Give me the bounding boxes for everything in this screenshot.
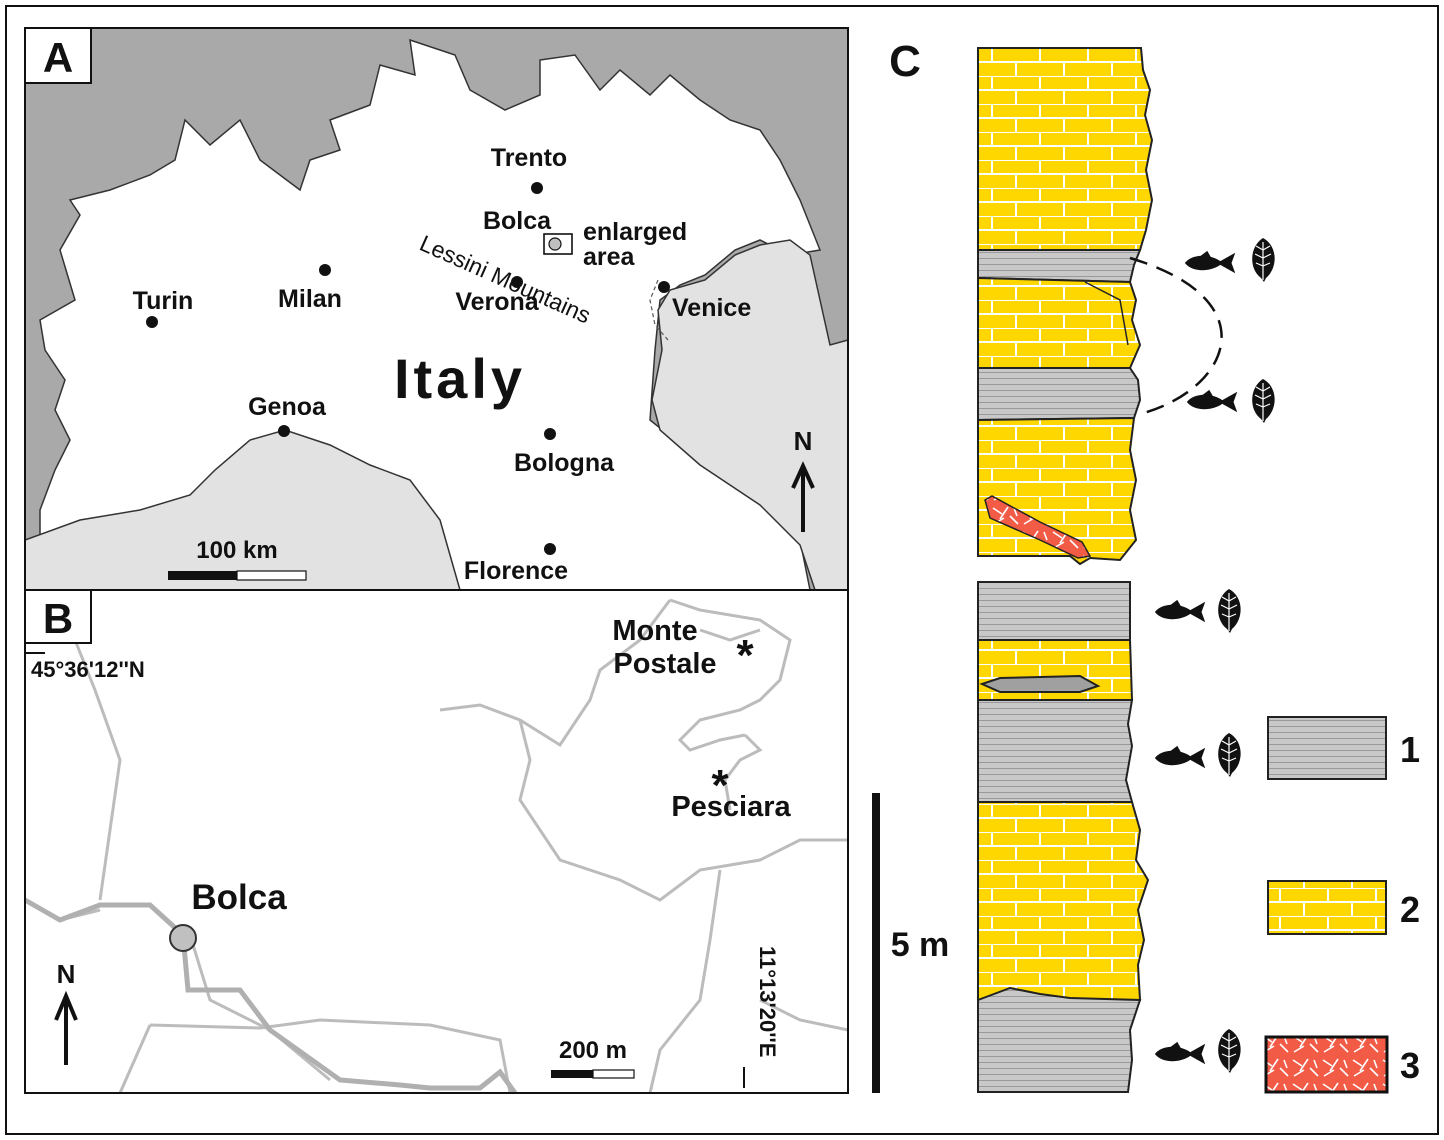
panel-a-letter-box [24, 27, 92, 84]
panel-c-letter: C [889, 37, 921, 86]
pesciara-label: Pesciara [671, 791, 791, 823]
bolca-village-marker [169, 924, 197, 952]
enlarged-label-2: area [583, 243, 636, 271]
laminated-bed-2 [977, 367, 1142, 422]
adriatic-sea [651, 239, 849, 591]
verona-label: Verona [455, 288, 539, 316]
scale-bar-b-white [592, 1069, 635, 1079]
limestone-bed-1 [977, 47, 1154, 251]
longitude-label: 11°13'20''E [755, 946, 780, 1057]
laminated-lens [979, 674, 1101, 693]
panel-a-letter: A [43, 34, 73, 81]
genoa-dot [278, 425, 290, 437]
scale-bar-a-white [236, 570, 307, 581]
monte-postale-star: * [736, 631, 754, 680]
breccia-lens [984, 495, 1092, 559]
legend-number-3: 3 [1400, 1045, 1420, 1086]
legend-swatch-laminated [1267, 716, 1387, 780]
turin-label: Turin [133, 287, 194, 315]
trento-dot [531, 182, 543, 194]
laminated-bed-4 [977, 699, 1134, 803]
enlarged-label-1: enlarged [583, 218, 687, 246]
laminated-bed-5 [977, 986, 1142, 1093]
scale-label-b: 200 m [559, 1037, 627, 1064]
panel-b-letter: B [43, 595, 73, 642]
panel-a-map: A Trento Bolca enlarged area Lessini Mou… [24, 27, 849, 591]
vertical-scale-bar [872, 793, 880, 1093]
legend-number-1: 1 [1400, 729, 1420, 770]
scale-label-a: 100 km [196, 537, 277, 564]
correlation-arc [1129, 256, 1223, 416]
legend-number-2: 2 [1400, 889, 1420, 930]
north-label-a: N [794, 426, 813, 456]
limestone-bed-5 [977, 801, 1150, 1001]
genoa-label: Genoa [248, 393, 327, 421]
milan-dot [319, 264, 331, 276]
monte-postale-label-1: Monte [612, 615, 697, 647]
wedge-line [1084, 281, 1129, 346]
bolca-site-marker [548, 237, 562, 251]
ligurian-sea [24, 429, 461, 591]
scale-bar-a-black [168, 571, 237, 580]
pesciara-star: * [711, 761, 729, 810]
bolca-label-b: Bolca [191, 878, 287, 917]
trento-label: Trento [491, 144, 567, 172]
north-label-b: N [57, 959, 76, 989]
florence-label: Florence [464, 557, 568, 585]
venice-label: Venice [672, 294, 751, 322]
laminated-bed-3 [977, 581, 1131, 641]
bologna-dot [544, 428, 556, 440]
local-roads [24, 598, 849, 1094]
latitude-label: 45°36'12''N [31, 657, 145, 682]
monte-postale-label-2: Postale [613, 648, 716, 680]
milan-label: Milan [278, 285, 342, 313]
verona-dot [511, 276, 523, 288]
bolca-label-a: Bolca [483, 207, 552, 235]
panel-c-section: C 5 m 1 2 [872, 37, 1420, 1094]
florence-dot [544, 543, 556, 555]
panel-b-background [25, 590, 848, 1093]
venice-lagoon [649, 279, 669, 341]
north-arrow-a [791, 461, 815, 532]
legend-swatch-limestone [1267, 880, 1387, 935]
italy-label: Italy [394, 347, 526, 410]
panel-b-frame [24, 589, 849, 1094]
venice-dot [658, 281, 670, 293]
legend-swatch-breccia [1264, 1035, 1389, 1094]
laminated-bed-1 [977, 249, 1142, 284]
vertical-scale-label: 5 m [891, 926, 950, 964]
north-arrow-b [54, 990, 78, 1065]
main-road [23, 897, 518, 1095]
scale-bar-b-black [551, 1070, 593, 1078]
limestone-bed-2 [977, 276, 1142, 369]
panel-b-map: B 45°36'12''N Monte Postale * * Pesciara… [23, 589, 849, 1095]
panel-b-letter-box [24, 589, 92, 644]
bologna-label: Bologna [514, 449, 615, 477]
turin-dot [146, 316, 158, 328]
